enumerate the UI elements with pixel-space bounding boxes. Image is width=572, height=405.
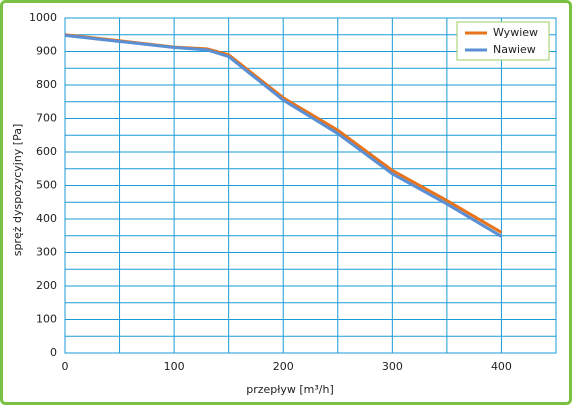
y-tick-label: 0	[50, 346, 57, 359]
data-line	[64, 33, 503, 238]
y-tick-label: 900	[36, 45, 57, 58]
y-tick-label: 500	[36, 179, 57, 192]
x-tick-label: 300	[382, 360, 403, 373]
y-tick-label: 200	[36, 279, 57, 292]
y-tick-label: 100	[36, 313, 57, 326]
x-tick-label: 100	[164, 360, 185, 373]
x-tick-label: 0	[62, 360, 69, 373]
y-tick-label: 700	[36, 112, 57, 125]
y-axis-label: spręż dyspozycyjny [Pa]	[11, 124, 24, 257]
legend-label: Nawiew	[493, 43, 536, 56]
legend-label: Wywiew	[493, 26, 538, 39]
y-tick-label: 1000	[29, 11, 57, 24]
x-tick-label: 400	[491, 360, 512, 373]
y-tick-label: 300	[36, 246, 57, 259]
x-axis-label: przepływ [m³/h]	[246, 383, 334, 396]
legend-box	[456, 21, 550, 61]
y-tick-label: 600	[36, 145, 57, 158]
y-tick-label: 800	[36, 78, 57, 91]
plot-border	[64, 17, 557, 354]
y-tick-label: 400	[36, 212, 57, 225]
x-tick-label: 200	[273, 360, 294, 373]
